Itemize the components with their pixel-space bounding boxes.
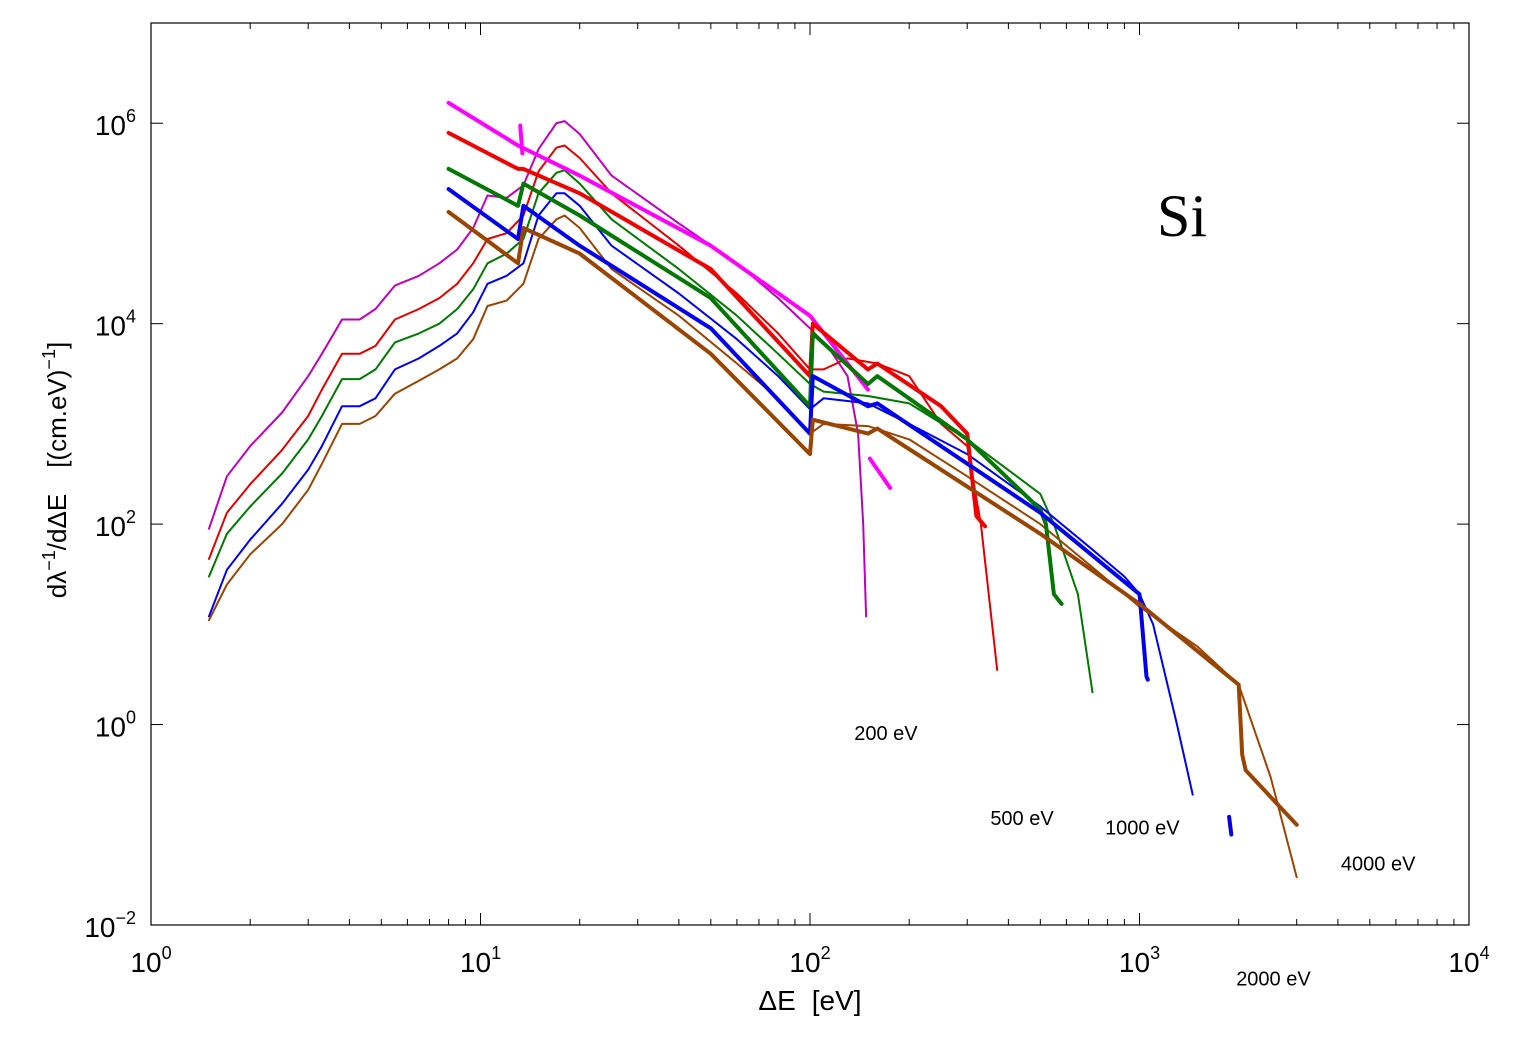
x-tick-label: 103 (1119, 943, 1160, 978)
x-tick-label: 104 (1448, 943, 1489, 978)
axis-ticks (150, 23, 1469, 926)
series-lines (208, 100, 1299, 879)
y-tick-label: 104 (95, 307, 136, 342)
energy-annotation: 4000 eV (1341, 853, 1416, 875)
thin-series-line-2 (208, 169, 1094, 694)
energy-annotation: 1000 eV (1105, 817, 1180, 839)
y-axis-label-exp-2: −1 (39, 349, 59, 370)
y-axis-label-part-4: ] (42, 342, 72, 349)
y-tick-label: 102 (95, 507, 136, 542)
x-tick-label: 100 (130, 943, 171, 978)
thin-series-line-3 (208, 192, 1194, 796)
x-axis-label: ΔE [eV] (758, 985, 861, 1016)
x-tick-label: 102 (789, 943, 830, 978)
thin-series-line-4 (208, 214, 1298, 879)
x-axis-label-unit: [eV] (812, 985, 862, 1016)
thick-series-line-9 (446, 166, 1064, 606)
thin-series-line-1 (208, 144, 999, 671)
thick-series-line-12 (446, 210, 1299, 827)
x-axis-label-symbol: ΔE (758, 985, 795, 1016)
thick-series-line-8 (446, 130, 988, 529)
y-axis-label: dλ−1/dΔE[(cm.eV)−1] (39, 342, 72, 598)
thick-series-line-10 (446, 187, 1150, 682)
y-tick-label: 10−2 (84, 908, 136, 943)
x-tick-labels: 100 101 102 103 104 (130, 943, 1489, 978)
energy-annotation: 200 eV (854, 723, 918, 745)
thick-series-line-7 (518, 123, 525, 156)
y-axis-label-part-2: /dΔE (42, 494, 72, 550)
plot-frame (150, 22, 1470, 926)
y-axis-label-part-1: dλ (42, 571, 72, 598)
thick-series-line-11 (1227, 814, 1234, 837)
y-tick-label: 106 (95, 106, 136, 141)
material-label: Si (1157, 183, 1207, 249)
energy-annotations: 200 eV 500 eV 1000 eV 2000 eV 4000 eV (854, 723, 1416, 990)
thick-series-line-6 (867, 456, 893, 490)
energy-annotation: 2000 eV (1236, 968, 1311, 990)
x-tick-label: 101 (460, 943, 501, 978)
y-tick-label: 100 (95, 708, 136, 743)
y-axis-label-part-3: [(cm.eV) (42, 370, 72, 468)
energy-annotation: 500 eV (990, 808, 1054, 830)
y-axis-label-exp-1: −1 (39, 550, 59, 571)
thick-series-line-5 (446, 100, 870, 392)
y-tick-labels: 10−2 100 102 104 106 (84, 106, 136, 943)
